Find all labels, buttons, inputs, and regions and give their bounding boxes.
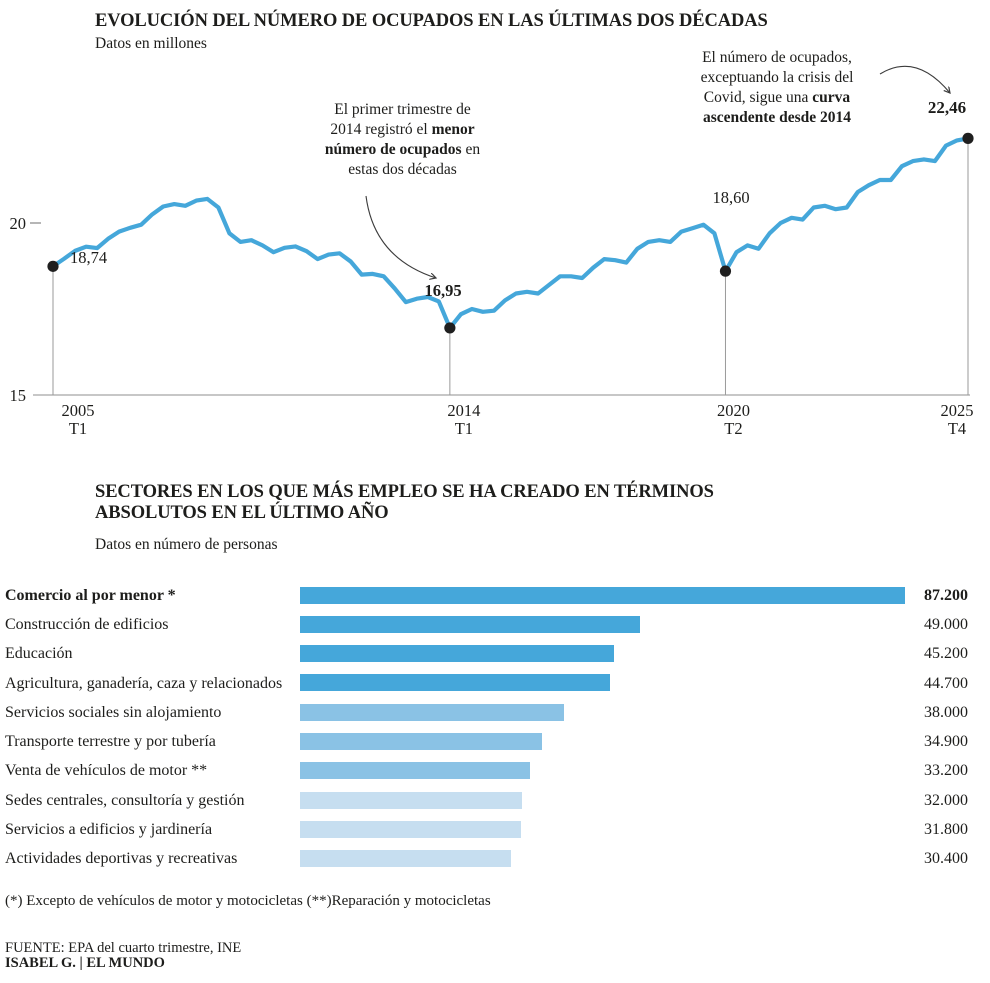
annotation-min-2014: El primer trimestre de 2014 registró el m…	[285, 100, 520, 180]
y-axis-tick-15: 15	[9, 386, 27, 405]
bar-chart-rows: Comercio al por menor * 87.200 Construcció…	[0, 581, 990, 877]
bar-label: Educación	[5, 645, 73, 663]
x-tick-2020: 2020 T2	[717, 402, 750, 438]
bar-row: Venta de vehículos de motor ** 33.200	[0, 757, 990, 786]
bar-value: 32.000	[924, 791, 968, 809]
data-point-dot	[719, 265, 732, 277]
x-tick-quarter: T2	[724, 419, 743, 438]
x-tick-year: 2014	[447, 401, 481, 420]
bar-label: Servicios sociales sin alojamiento	[5, 703, 222, 721]
bar-value: 49.000	[924, 615, 968, 633]
bar-row: Educación 45.200	[0, 640, 990, 669]
bar-row: Transporte terrestre y por tubería 34.900	[0, 728, 990, 757]
data-point-dot	[444, 322, 456, 334]
bar-value: 45.200	[924, 645, 968, 663]
line-chart-canvas: 18,74 16,95 18,60 22,46	[30, 65, 974, 396]
bar-chart-title: SECTORES EN LOS QUE MÁS EMPLEO SE HA CRE…	[95, 482, 714, 523]
bar-rect	[300, 615, 640, 633]
x-tick-year: 2005	[61, 401, 95, 420]
bar-label: Agricultura, ganadería, caza y relaciona…	[5, 674, 283, 692]
annotation-line: Covid, sigue una curva	[703, 89, 851, 106]
annotation-line: 2014 registró el menor	[330, 121, 475, 138]
bar-label: Transporte terrestre y por tubería	[5, 733, 216, 751]
annotation-line: ascendente desde 2014	[702, 109, 852, 126]
bar-row: Servicios a edificios y jardinería 31.800	[0, 815, 990, 844]
x-tick-quarter: T1	[454, 419, 474, 438]
bar-chart-title-line1: SECTORES EN LOS QUE MÁS EMPLEO SE HA CRE…	[95, 482, 714, 502]
bar-value: 44.700	[924, 674, 968, 692]
bar-label: Construcción de edificios	[5, 615, 169, 633]
bar-rect	[300, 733, 543, 750]
bar-rect	[300, 820, 521, 838]
bar-label: Comercio al por menor *	[5, 586, 176, 604]
bar-label: Servicios a edificios y jardinería	[5, 821, 213, 839]
x-tick-2005: 2005 T1	[62, 402, 95, 438]
bar-rect	[300, 850, 511, 868]
bar-rect	[300, 762, 531, 780]
annotation-line: estas dos décadas	[348, 161, 457, 178]
bar-value: 31.800	[924, 821, 968, 839]
bar-value: 33.200	[924, 762, 968, 780]
x-tick-year: 2025	[940, 401, 974, 420]
point-value-label: 22,46	[928, 98, 966, 117]
bar-value: 30.400	[924, 850, 968, 868]
arrow-to-2014-min	[365, 195, 436, 278]
bar-rect	[300, 645, 614, 663]
bar-row: Sedes centrales, consultoría y gestión 32…	[0, 786, 990, 815]
bar-row: Comercio al por menor * 87.200	[0, 581, 990, 610]
bar-chart-title-line2: ABSOLUTOS EN EL ÚLTIMO AÑO	[95, 502, 389, 523]
arrow-to-2025-point	[879, 65, 950, 93]
bar-row: Actividades deportivas y recreativas 30.4…	[0, 845, 990, 874]
data-point-dot	[962, 132, 974, 144]
x-tick-quarter: T4	[947, 419, 967, 438]
annotation-line: El número de ocupados,	[702, 49, 852, 66]
bar-label: Sedes centrales, consultoría y gestión	[5, 791, 245, 809]
bar-value: 87.200	[924, 586, 968, 604]
annotation-line: El primer trimestre de	[334, 101, 471, 118]
point-value-label: 18,60	[712, 188, 749, 207]
data-point-dot	[47, 260, 59, 272]
bar-value: 34.900	[924, 733, 968, 751]
x-tick-2014: 2014 T1	[447, 402, 480, 438]
line-chart-title: EVOLUCIÓN DEL NÚMERO DE OCUPADOS EN LAS …	[95, 11, 768, 31]
y-axis-tick-20: 20	[9, 214, 27, 233]
point-value-label: 18,74	[70, 248, 107, 267]
bar-chart-subtitle: Datos en número de personas	[95, 536, 278, 553]
bar-row: Servicios sociales sin alojamiento 38.000	[0, 698, 990, 727]
bar-rect	[300, 674, 611, 692]
source-line: FUENTE: EPA del cuarto trimestre, INE	[5, 940, 242, 956]
bar-row: Agricultura, ganadería, caza y relaciona…	[0, 669, 990, 698]
x-tick-year: 2020	[716, 401, 750, 420]
bar-rect	[300, 791, 522, 809]
employment-line	[50, 136, 971, 330]
footnote: (*) Excepto de vehículos de motor y moto…	[5, 893, 491, 909]
bar-value: 38.000	[924, 703, 968, 721]
annotation-line: exceptuando la crisis del	[700, 69, 854, 86]
line-chart-subtitle: Datos en millones	[95, 35, 207, 52]
bar-label: Venta de vehículos de motor **	[5, 762, 208, 780]
bar-rect	[300, 586, 905, 604]
credit-line: ISABEL G. | EL MUNDO	[5, 954, 165, 971]
bar-row: Construcción de edificios 49.000	[0, 610, 990, 639]
annotation-line: número de ocupados en	[324, 141, 481, 158]
point-value-label: 16,95	[424, 281, 461, 300]
x-tick-2025: 2025 T4	[941, 402, 974, 438]
bar-label: Actividades deportivas y recreativas	[5, 850, 238, 868]
x-tick-quarter: T1	[68, 419, 88, 438]
annotation-ascending-curve: El número de ocupados, exceptuando la cri…	[678, 48, 876, 128]
bar-rect	[300, 703, 564, 721]
